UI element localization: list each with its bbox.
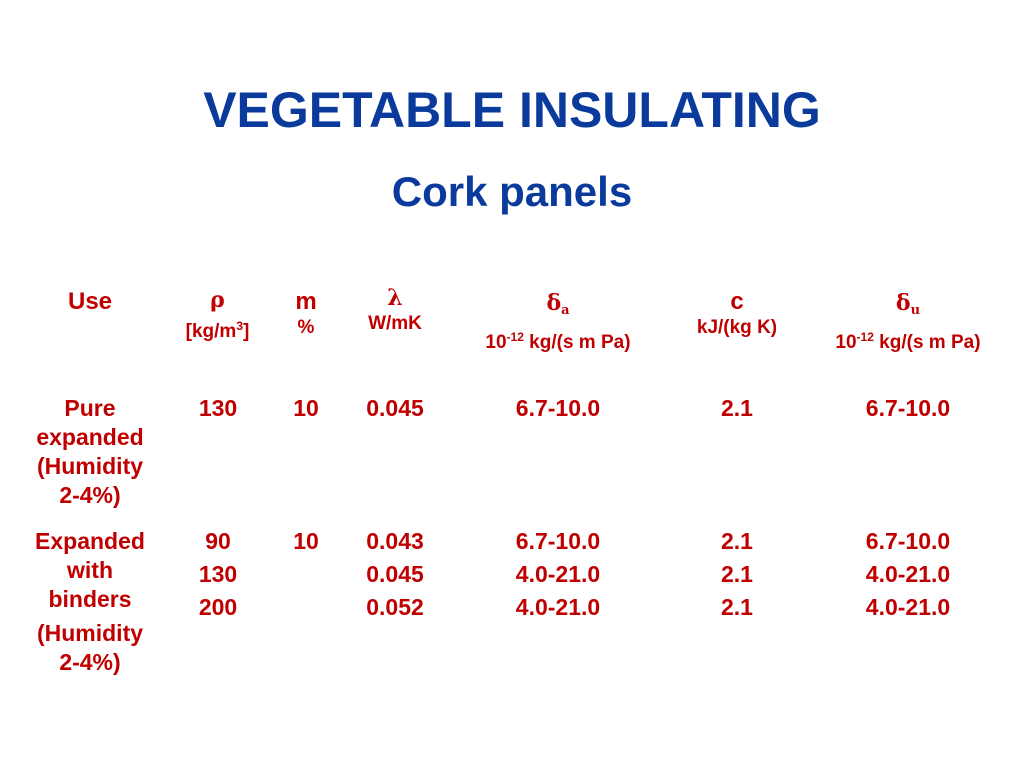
- header-delta-a-symbol: δa: [546, 290, 570, 318]
- header-rho-symbol: ρ: [210, 287, 225, 313]
- header-m-unit: %: [297, 317, 315, 338]
- row-1-use: Pure expanded (Humidity 2-4%): [20, 394, 160, 510]
- row-1-c: 2.1: [687, 392, 787, 425]
- table-cell: expanded: [36, 424, 144, 450]
- row-2-use: Expanded with binders (Humidity 2-4%): [20, 527, 160, 677]
- table-cell: 6.7-10.0: [865, 395, 951, 421]
- page-subtitle: Cork panels: [391, 168, 633, 215]
- row-1-delta-a: 6.7-10.0: [478, 392, 638, 425]
- header-rho-unit: [kg/m3]: [185, 319, 250, 342]
- table-cell: 2.1: [721, 594, 753, 620]
- table-cell: Pure: [64, 395, 116, 421]
- header-delta-u: δu 10-12 kg/(s m Pa): [812, 289, 1004, 355]
- table-cell: 6.7-10.0: [515, 395, 601, 421]
- row-1-lambda: 0.045: [345, 392, 445, 425]
- table-cell: 0.052: [366, 594, 424, 620]
- header-delta-a-unit: 10-12 kg/(s m Pa): [485, 330, 631, 353]
- table-cell: (Humidity: [36, 453, 144, 479]
- table-cell: 2-4%): [59, 649, 121, 675]
- table-cell: with: [67, 557, 113, 583]
- table-cell: 2-4%): [59, 482, 121, 508]
- row-1-m: 10: [276, 392, 336, 425]
- row-2-delta-u: 6.7-10.0 4.0-21.0 4.0-21.0: [828, 525, 988, 624]
- table-cell: 6.7-10.0: [515, 528, 601, 554]
- header-delta-a: δa 10-12 kg/(s m Pa): [462, 289, 654, 355]
- header-delta-u-symbol: δu: [895, 290, 921, 318]
- header-use-label: Use: [67, 288, 113, 315]
- table-cell: 0.045: [366, 395, 424, 421]
- table-cell: 6.7-10.0: [865, 528, 951, 554]
- row-2-m: 10: [276, 525, 336, 558]
- header-m-symbol: m: [295, 288, 317, 315]
- row-2-c: 2.1 2.1 2.1: [687, 525, 787, 624]
- header-lambda-unit: W/mK: [368, 313, 422, 334]
- table-cell: 200: [198, 594, 238, 620]
- table-cell: 2.1: [721, 561, 753, 587]
- table-cell: 0.045: [366, 561, 424, 587]
- header-c: c kJ/(kg K): [677, 288, 797, 340]
- table-cell: 10: [293, 528, 319, 554]
- header-c-symbol: c: [730, 288, 744, 315]
- row-1-delta-u: 6.7-10.0: [828, 392, 988, 425]
- table-cell: 10: [293, 395, 319, 421]
- table-cell: 90: [205, 528, 231, 554]
- table-cell: 4.0-21.0: [515, 594, 601, 620]
- table-cell: 130: [198, 561, 238, 587]
- row-2-delta-a: 6.7-10.0 4.0-21.0 4.0-21.0: [478, 525, 638, 624]
- table-cell: 4.0-21.0: [865, 561, 951, 587]
- table-cell: 4.0-21.0: [515, 561, 601, 587]
- table-cell: (Humidity: [36, 620, 144, 646]
- page-title: VEGETABLE INSULATING: [203, 82, 821, 138]
- header-m: m %: [276, 288, 336, 340]
- table-cell: binders: [48, 586, 132, 612]
- table-cell: 2.1: [721, 528, 753, 554]
- table-cell: 4.0-21.0: [865, 594, 951, 620]
- header-lambda-symbol: λ: [387, 285, 403, 311]
- header-c-unit: kJ/(kg K): [696, 317, 778, 338]
- table-cell: 0.043: [366, 528, 424, 554]
- header-delta-u-unit: 10-12 kg/(s m Pa): [835, 330, 981, 353]
- table-cell: 130: [198, 395, 238, 421]
- row-2-rho: 90 130 200: [168, 525, 268, 624]
- header-rho: ρ [kg/m3]: [160, 286, 275, 344]
- table-cell: 2.1: [721, 395, 753, 421]
- row-2-lambda: 0.043 0.045 0.052: [345, 525, 445, 624]
- header-lambda: λ W/mK: [345, 284, 445, 336]
- table-cell: Expanded: [35, 528, 145, 554]
- row-1-rho: 130: [168, 392, 268, 425]
- header-use: Use: [40, 288, 140, 316]
